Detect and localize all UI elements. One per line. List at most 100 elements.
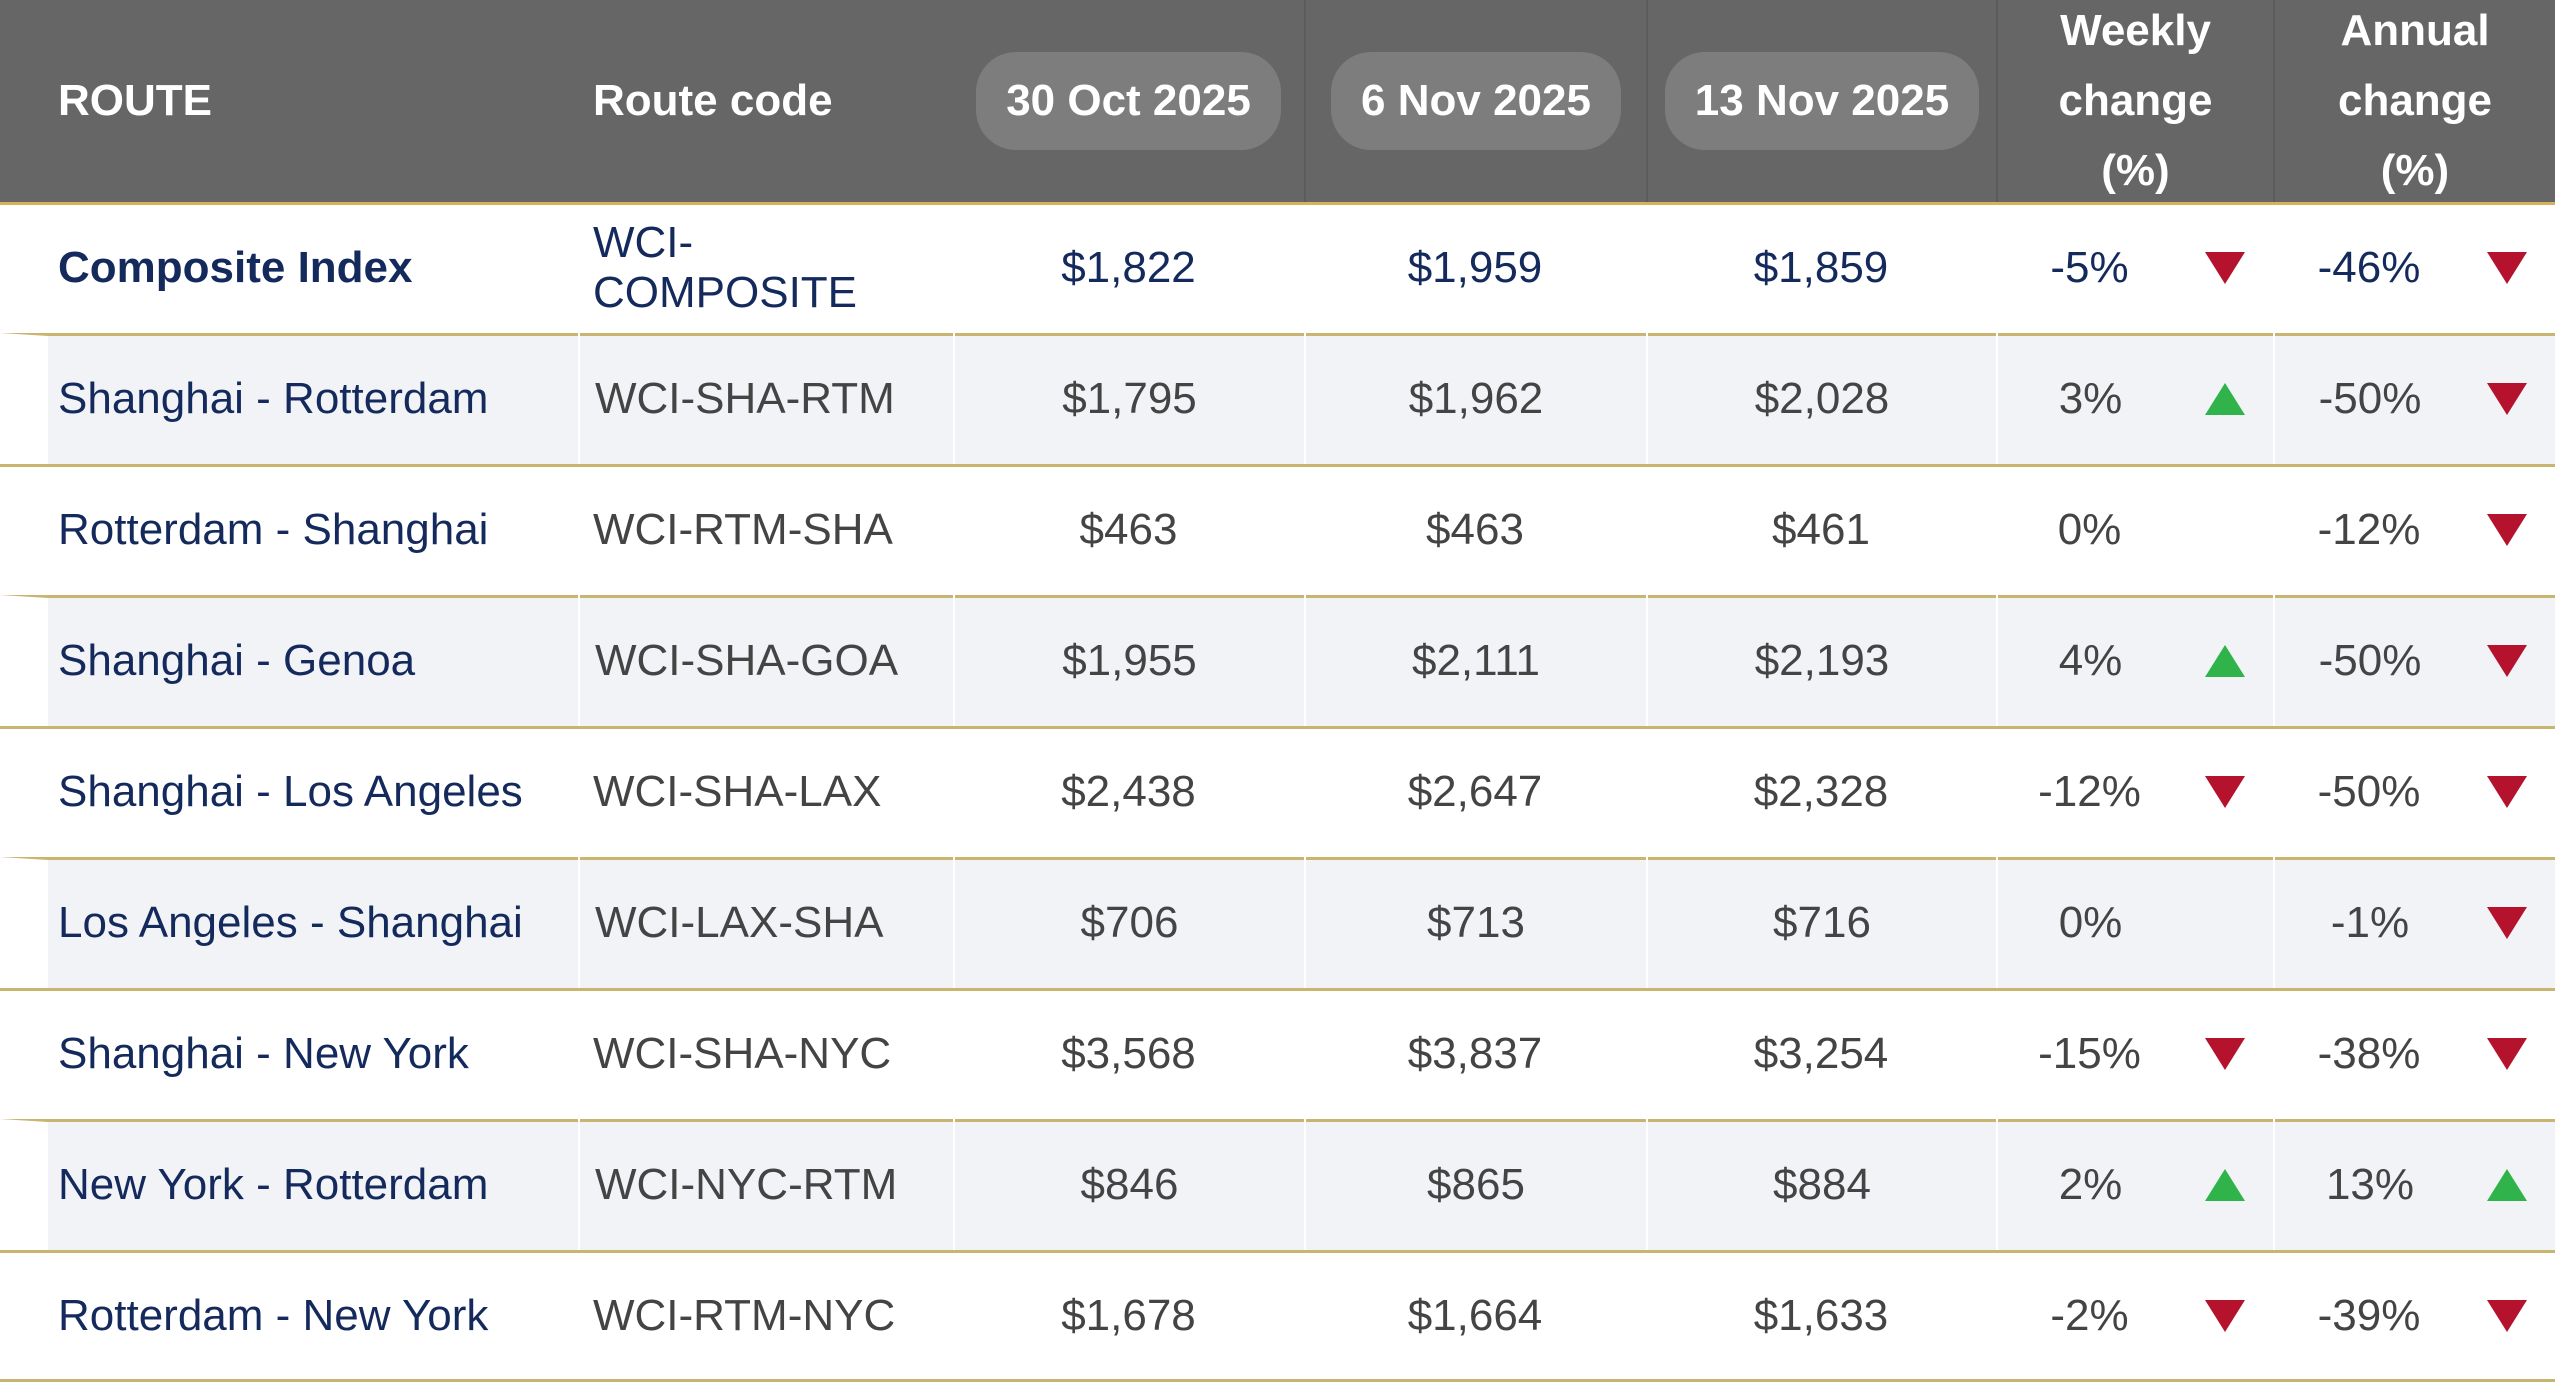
change-value: -38% (2317, 1028, 2421, 1078)
trend-down-arrow (2487, 1037, 2527, 1070)
rate-value: $3,568 (1061, 1028, 1196, 1078)
route-code: WCI-SHA-NYC (593, 1028, 892, 1078)
route-code: WCI-LAX-SHA (578, 857, 953, 988)
table-row (0, 595, 2555, 726)
trend-down-arrow (2205, 1037, 2245, 1070)
route-code: WCI-NYC-RTM (578, 1119, 953, 1250)
header-text: Weekly change (%) (2058, 6, 2213, 195)
table-row (0, 726, 2555, 857)
header-text: Route code (593, 76, 833, 125)
rate-value: $706 (953, 857, 1304, 988)
date-pill: 30 Oct 2025 (976, 52, 1281, 150)
route-name: Los Angeles - Shanghai (58, 897, 523, 947)
rate-value: $2,111 (1304, 595, 1646, 726)
rate-value: $716 (1646, 857, 1996, 988)
column-header: Annual change (%) (2273, 0, 2555, 202)
trend-down-arrow (2205, 251, 2245, 284)
column-header: 13 Nov 2025 (1646, 0, 1996, 202)
rate-value: $2,328 (1753, 766, 1889, 816)
header-text: Annual change (%) (2337, 6, 2493, 195)
route-code: WCI-SHA-RTM (578, 333, 953, 464)
change-value: 13% (2273, 1119, 2555, 1250)
rate-value: $2,438 (1061, 766, 1196, 816)
trend-down-arrow (2205, 775, 2245, 808)
route-code: WCI-RTM-NYC (593, 1290, 896, 1340)
route-name: Rotterdam - Shanghai (58, 504, 489, 554)
trend-down-arrow (2487, 513, 2527, 546)
trend-up-arrow (2205, 644, 2245, 677)
rate-value: $1,678 (1061, 1290, 1196, 1340)
route-name: Shanghai - Genoa (58, 635, 416, 685)
trend-down-arrow (2487, 906, 2527, 939)
rate-value: $1,955 (953, 595, 1304, 726)
trend-up-arrow (2205, 382, 2245, 415)
route-code: WCI-SHA-GOA (578, 595, 953, 726)
table-row (0, 333, 2555, 464)
change-value: -46% (2317, 242, 2421, 292)
rate-value: $1,959 (1407, 242, 1543, 292)
route-name: Composite Index (58, 242, 413, 292)
table-header: ROUTE Route code 30 Oct 2025 6 Nov 2025 13 N… (0, 0, 2555, 202)
change-value: -12% (2317, 504, 2421, 554)
trend-down-arrow (2487, 382, 2527, 415)
change-value: -1% (2273, 857, 2555, 988)
change-value: 2% (1996, 1119, 2273, 1250)
rate-value: $1,795 (953, 333, 1304, 464)
rate-value: $1,633 (1753, 1290, 1889, 1340)
route-name: Shanghai - Los Angeles (58, 766, 523, 816)
route-name: Rotterdam - New York (58, 1290, 489, 1340)
rate-value: $3,254 (1753, 1028, 1889, 1078)
rate-value: $3,837 (1407, 1028, 1543, 1078)
rate-value: $1,664 (1407, 1290, 1543, 1340)
route-name: New York - Rotterdam (58, 1159, 489, 1209)
header-text: ROUTE (58, 76, 212, 125)
change-value: -39% (2317, 1290, 2421, 1340)
route-code: WCI-COMPOSITE (593, 217, 858, 317)
route-name: Shanghai - New York (58, 1028, 469, 1078)
route-code: WCI-SHA-LAX (593, 766, 882, 816)
rate-value: $461 (1772, 504, 1870, 554)
column-header: 30 Oct 2025 (953, 0, 1304, 202)
rate-value: $2,193 (1646, 595, 1996, 726)
rate-value: $463 (1426, 504, 1524, 554)
rate-value: $846 (953, 1119, 1304, 1250)
change-value: -50% (2273, 333, 2555, 464)
trend-down-arrow (2487, 1299, 2527, 1332)
change-value: -5% (2050, 242, 2129, 292)
table-row (0, 464, 2555, 595)
route-name: Shanghai - Rotterdam (58, 373, 489, 423)
rate-value: $2,028 (1646, 333, 1996, 464)
date-pill: 13 Nov 2025 (1664, 52, 1980, 150)
change-value: -12% (2038, 766, 2141, 816)
change-value: 0% (2057, 504, 2122, 554)
table-row (0, 1250, 2555, 1381)
column-header: Weekly change (%) (1996, 0, 2273, 202)
trend-down-arrow (2487, 251, 2527, 284)
column-header: ROUTE (0, 0, 578, 202)
rate-value: $865 (1304, 1119, 1646, 1250)
trend-down-arrow (2487, 775, 2527, 808)
rate-value: $1,859 (1753, 242, 1889, 292)
change-value: -2% (2050, 1290, 2129, 1340)
change-value: 3% (1996, 333, 2273, 464)
table-row (0, 857, 2555, 988)
route-code: WCI-RTM-SHA (593, 504, 893, 554)
table-row (0, 202, 2555, 333)
trend-up-arrow (2205, 1168, 2245, 1201)
date-pill: 6 Nov 2025 (1331, 52, 1621, 150)
change-value: 0% (1996, 857, 2273, 988)
column-header: 6 Nov 2025 (1304, 0, 1646, 202)
column-header: Route code (578, 0, 953, 202)
rate-value: $884 (1646, 1119, 1996, 1250)
trend-down-arrow (2487, 644, 2527, 677)
rate-value: $1,822 (1061, 242, 1196, 292)
rate-value: $2,647 (1407, 766, 1543, 816)
rate-value: $1,962 (1304, 333, 1646, 464)
change-value: -50% (2273, 595, 2555, 726)
change-value: -50% (2317, 766, 2421, 816)
trend-up-arrow (2487, 1168, 2527, 1201)
rate-value: $463 (1079, 504, 1178, 554)
table-row (0, 988, 2555, 1119)
change-value: 4% (1996, 595, 2273, 726)
